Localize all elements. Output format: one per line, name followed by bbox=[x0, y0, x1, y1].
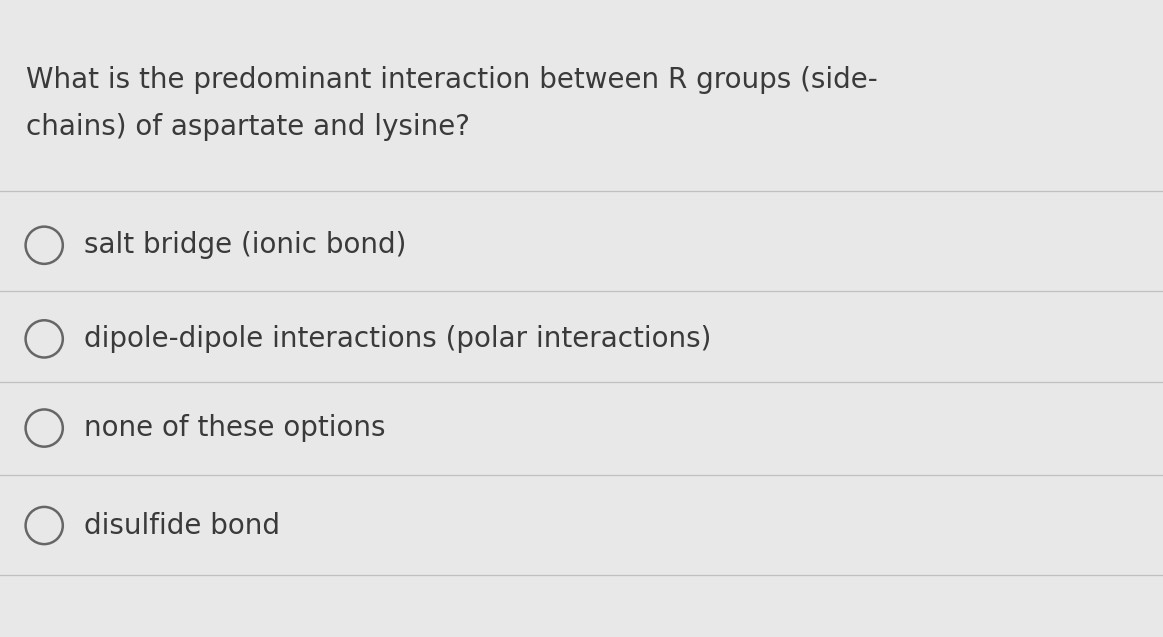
Text: dipole-dipole interactions (polar interactions): dipole-dipole interactions (polar intera… bbox=[84, 325, 711, 353]
Text: disulfide bond: disulfide bond bbox=[84, 512, 280, 540]
Text: What is the predominant interaction between R groups (side-: What is the predominant interaction betw… bbox=[26, 66, 877, 94]
Text: salt bridge (ionic bond): salt bridge (ionic bond) bbox=[84, 231, 406, 259]
Text: chains) of aspartate and lysine?: chains) of aspartate and lysine? bbox=[26, 113, 470, 141]
Text: none of these options: none of these options bbox=[84, 414, 385, 442]
